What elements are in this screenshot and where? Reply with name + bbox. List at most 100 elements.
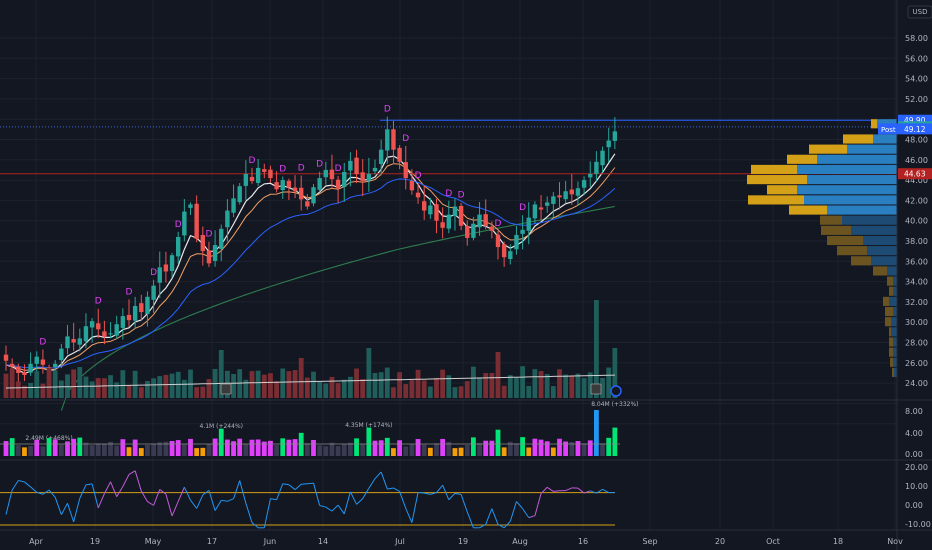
relvol-bar [354, 438, 359, 456]
relvol-bar [372, 440, 378, 456]
vp-bar-down [843, 134, 873, 144]
vp-bar-down [747, 175, 807, 185]
osc-tick: 20.00 [905, 463, 928, 472]
volume-bar [538, 371, 544, 398]
candle-body [514, 234, 519, 250]
relvol-bar [446, 441, 452, 456]
price-axis[interactable]: USD58.0056.0054.0052.0050.0048.0046.0044… [878, 5, 932, 529]
time-label: 20 [715, 537, 725, 546]
osc-line-segment [91, 483, 99, 508]
volume-bar [280, 368, 286, 398]
relvol-bar [360, 443, 366, 456]
relvol-bar [440, 438, 446, 456]
event-markers[interactable] [220, 383, 622, 397]
volume-bar [71, 369, 77, 398]
volume-bar [464, 381, 470, 398]
relvol-bar [114, 445, 120, 456]
relvol-bar [138, 448, 144, 456]
ema-fast-line [5, 153, 616, 374]
osc-line-segment [411, 492, 419, 523]
candle-body [299, 187, 304, 200]
volume-bar [145, 381, 150, 398]
price-tick: 34.00 [905, 278, 928, 287]
candle-body [200, 234, 205, 252]
relvol-bar [22, 447, 27, 456]
osc-line-segment [54, 497, 62, 515]
vp-bar-up [893, 357, 897, 367]
candle-body [212, 245, 218, 261]
osc-line-segment [177, 486, 185, 502]
candle-body [139, 303, 144, 313]
relvol-bar [587, 440, 593, 456]
candle-body [606, 140, 611, 148]
high-tag-bg [898, 114, 932, 126]
volume-bar [175, 371, 181, 398]
dividend-marker: D [249, 156, 256, 166]
dividend-marker: D [126, 287, 133, 297]
osc-line-segment [583, 490, 591, 494]
volume-bar [600, 378, 605, 398]
volume-bar [329, 376, 335, 398]
volume-bar [427, 386, 433, 398]
osc-line-segment [276, 483, 284, 500]
vp-bar-down [885, 317, 891, 327]
dividend-marker: D [519, 203, 526, 213]
post-tag-value: 49.12 [904, 125, 926, 134]
relvol-bar [415, 439, 421, 456]
volume-bar [231, 373, 236, 398]
candle-body [237, 186, 242, 203]
volume-bar [304, 377, 310, 398]
relvol-bar [378, 440, 384, 456]
dividend-marker: D [458, 191, 465, 201]
osc-line-segment [5, 489, 13, 515]
volume-bar [268, 373, 273, 398]
osc-line-segment [565, 487, 572, 492]
oscillator-pane [0, 470, 615, 529]
volume-bar [206, 379, 212, 398]
vp-bar-down [889, 337, 893, 347]
candle-body [83, 326, 89, 342]
relvol-bar [237, 438, 243, 456]
price-tick: 36.00 [905, 257, 928, 266]
vp-bar-down [767, 185, 797, 195]
osc-line-segment [460, 494, 468, 513]
volume-bar [341, 379, 347, 398]
volume-bar [446, 375, 452, 398]
volume-bar [52, 370, 58, 398]
volume-bar [606, 367, 612, 398]
relvol-bar [612, 427, 618, 456]
vp-bar-up [893, 306, 897, 317]
candle-body [612, 131, 618, 141]
osc-line-segment [97, 493, 105, 509]
candle-body [563, 191, 568, 200]
candle-body [206, 250, 212, 264]
vp-bar-down [887, 276, 893, 286]
time-axis[interactable]: Apr 19 May 17 Jun 14 Jul 19 Aug 16 Sep 20 Oct 18 Nov [29, 537, 903, 546]
volume-bar [194, 387, 200, 398]
osc-line-segment [325, 506, 333, 512]
time-label: Sep [642, 537, 657, 546]
volume-bar [126, 385, 132, 398]
vp-bar-down [820, 215, 842, 225]
volume-bar [440, 369, 446, 398]
osc-line-segment [596, 488, 603, 494]
time-label: 19 [458, 537, 468, 546]
relvol-tick: 0.00 [905, 450, 923, 459]
relvol-bar [243, 444, 249, 456]
osc-line-segment [349, 491, 357, 505]
volume-ma-line [5, 374, 615, 389]
osc-line-segment [227, 498, 234, 502]
osc-line-segment [24, 481, 31, 488]
dividend-marker: D [402, 134, 409, 144]
relvol-bar [341, 444, 347, 456]
relvol-bar [268, 440, 273, 456]
vp-bar-down [889, 327, 891, 337]
relvol-bar [188, 438, 193, 456]
osc-line-segment [147, 501, 154, 506]
relvol-bar [89, 445, 95, 456]
candle-body [22, 372, 27, 375]
time-label: Oct [766, 537, 780, 546]
volume-bar [477, 377, 482, 398]
osc-line-segment [18, 480, 25, 483]
